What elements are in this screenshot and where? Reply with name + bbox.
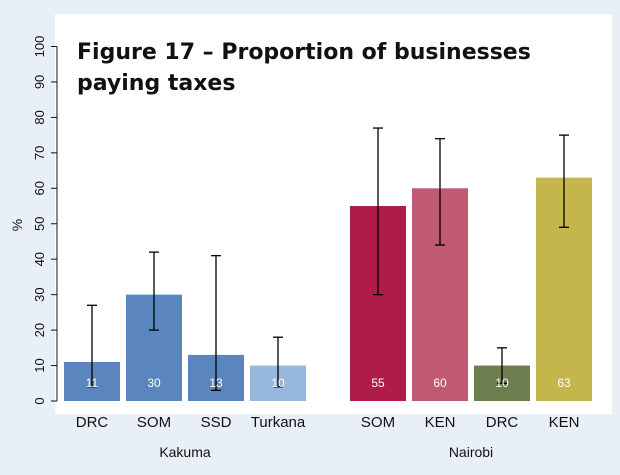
category-label: SOM xyxy=(361,414,395,431)
y-tick-label: 90 xyxy=(32,75,47,89)
data-label: 10 xyxy=(271,376,285,390)
data-label: 60 xyxy=(433,376,447,390)
category-label: KEN xyxy=(549,414,580,431)
y-tick-label: 40 xyxy=(32,252,47,266)
y-tick-label: 100 xyxy=(32,36,47,58)
y-tick-label: 10 xyxy=(32,358,47,372)
y-tick-label: 30 xyxy=(32,287,47,301)
category-label: DRC xyxy=(486,414,519,431)
group-label: Nairobi xyxy=(449,444,493,460)
y-tick-label: 0 xyxy=(32,397,47,404)
data-label: 11 xyxy=(86,376,99,390)
data-label: 63 xyxy=(557,376,571,390)
y-tick-label: 80 xyxy=(32,110,47,124)
bars: 11 30 13 10 55 60 10 63 xyxy=(64,127,592,401)
y-tick-label: 20 xyxy=(32,323,47,337)
chart-title-line-2: paying taxes xyxy=(77,71,235,96)
category-label: SSD xyxy=(201,414,232,431)
data-label: 55 xyxy=(371,376,385,390)
category-label: DRC xyxy=(76,414,109,431)
y-axis-label: % xyxy=(9,219,25,231)
y-tick-label: 60 xyxy=(32,181,47,195)
y-tick-label: 50 xyxy=(32,217,47,231)
group-label: Kakuma xyxy=(159,444,211,460)
category-labels: DRC SOM SSD Turkana Kakuma SOM KEN DRC KEN Nairob… xyxy=(76,414,580,460)
data-label: 13 xyxy=(209,376,223,390)
data-label: 30 xyxy=(147,376,161,390)
category-label: SOM xyxy=(137,414,171,431)
y-tick-label: 70 xyxy=(32,146,47,160)
category-label: Turkana xyxy=(251,414,306,431)
chart-title-line-1: Figure 17 – Proportion of businesses xyxy=(77,40,531,65)
category-label: KEN xyxy=(425,414,456,431)
data-label: 10 xyxy=(495,376,509,390)
y-axis: 0 10 20 30 40 50 60 70 80 90 100 xyxy=(32,36,58,405)
